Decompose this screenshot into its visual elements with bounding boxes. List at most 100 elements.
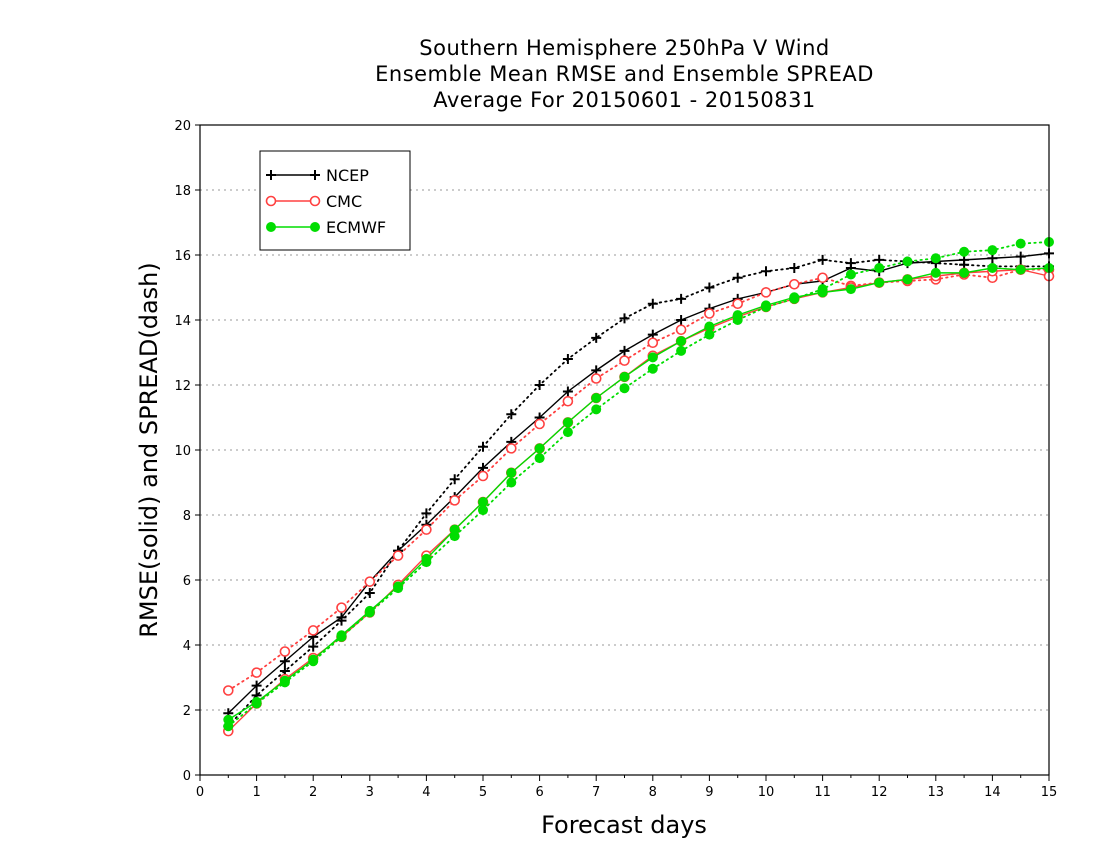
cmc-spread-point xyxy=(336,602,347,613)
legend-marker xyxy=(266,222,276,232)
ncep-rmse-point xyxy=(619,345,630,356)
y-tick-label: 2 xyxy=(183,704,191,719)
series-ecmwf-rmse xyxy=(223,263,1054,725)
ecmwf-spread-point xyxy=(987,245,998,256)
cmc-spread-point xyxy=(223,685,234,696)
ecmwf-spread-point xyxy=(591,404,602,415)
series-ncep-rmse xyxy=(223,248,1054,719)
ncep-spread-point xyxy=(562,354,573,364)
ecmwf-spread-point xyxy=(930,253,941,264)
legend-marker xyxy=(310,222,320,232)
cmc-spread-point xyxy=(760,287,772,298)
ecmwf-spread-point xyxy=(1015,238,1026,249)
y-tick-label: 10 xyxy=(174,444,191,459)
ecmwf-rmse-point xyxy=(393,581,404,592)
cmc-spread-point xyxy=(279,646,291,657)
cmc-spread-point xyxy=(732,298,744,310)
y-axis-label: RMSE(solid) and SPREAD(dash) xyxy=(135,262,163,638)
ecmwf-rmse-point xyxy=(647,352,658,363)
ecmwf-rmse-line xyxy=(227,267,1050,721)
x-axis-label: Forecast days xyxy=(541,811,707,839)
cmc-spread-point xyxy=(534,418,545,430)
legend-marker xyxy=(265,195,277,207)
y-tick-label: 8 xyxy=(183,509,191,524)
ncep-spread-point xyxy=(506,409,517,420)
x-tick-label: 3 xyxy=(366,785,374,800)
x-tick-label: 9 xyxy=(705,785,713,800)
cmc-rmse-line xyxy=(227,268,1050,732)
ecmwf-rmse-point xyxy=(364,605,375,616)
ecmwf-spread-point xyxy=(845,269,856,280)
x-tick-label: 11 xyxy=(814,785,831,800)
cmc-spread-line xyxy=(227,268,1050,692)
ncep-spread-point xyxy=(421,508,432,519)
cmc-spread-point xyxy=(619,355,630,366)
x-tick-label: 13 xyxy=(928,785,945,800)
ncep-spread-point xyxy=(761,266,771,277)
cmc-spread-point xyxy=(251,667,262,678)
ecmwf-rmse-point xyxy=(308,654,319,665)
x-tick-label: 7 xyxy=(592,785,600,800)
legend-marker xyxy=(309,195,321,207)
cmc-spread-point xyxy=(562,395,574,407)
cmc-spread-point xyxy=(817,272,828,284)
ecmwf-spread-line xyxy=(227,241,1050,728)
ecmwf-rmse-point xyxy=(449,524,460,535)
series-cmc-rmse xyxy=(223,264,1055,737)
ncep-rmse-point xyxy=(251,680,262,691)
ncep-rmse-point xyxy=(562,386,573,397)
x-tick-label: 0 xyxy=(196,785,204,800)
x-tick-label: 1 xyxy=(252,785,260,800)
x-tick-label: 6 xyxy=(535,785,543,800)
ecmwf-spread-point xyxy=(902,256,913,267)
x-tick-label: 15 xyxy=(1041,785,1058,800)
ecmwf-rmse-point xyxy=(902,274,913,285)
series-ncep-spread xyxy=(223,254,1054,732)
cmc-spread-point xyxy=(421,524,432,535)
ecmwf-spread-point xyxy=(534,453,545,464)
ecmwf-rmse-point xyxy=(506,467,517,478)
ecmwf-rmse-point xyxy=(279,675,290,686)
ecmwf-spread-point xyxy=(676,345,687,356)
legend-label: ECMWF xyxy=(326,218,386,237)
ncep-spread-point xyxy=(364,588,375,598)
cmc-spread-point xyxy=(477,470,489,482)
ncep-spread-point xyxy=(732,272,743,283)
x-tick-label: 8 xyxy=(649,785,657,800)
ecmwf-rmse-point xyxy=(930,267,941,278)
legend-label: NCEP xyxy=(326,166,369,185)
legend-item-ncep: NCEP xyxy=(266,166,369,185)
ncep-spread-point xyxy=(478,441,488,452)
cmc-spread-point xyxy=(505,443,517,454)
ecmwf-spread-point xyxy=(959,246,970,257)
ncep-spread-point xyxy=(789,263,800,273)
x-tick-label: 14 xyxy=(984,785,1001,800)
ncep-rmse-line xyxy=(227,252,1050,714)
ecmwf-rmse-point xyxy=(817,287,828,298)
ecmwf-rmse-point xyxy=(874,277,885,288)
ecmwf-spread-point xyxy=(647,363,658,374)
ncep-spread-point xyxy=(647,298,658,309)
y-tick-label: 4 xyxy=(183,639,191,654)
ecmwf-rmse-point xyxy=(959,267,970,278)
y-tick-label: 18 xyxy=(174,184,191,199)
y-tick-label: 14 xyxy=(174,314,191,329)
series-layer xyxy=(223,237,1055,737)
ecmwf-rmse-point xyxy=(1015,264,1026,275)
x-tick-label: 10 xyxy=(758,785,775,800)
chart-title-line-2: Ensemble Mean RMSE and Ensemble SPREAD xyxy=(375,62,874,86)
legend-label: CMC xyxy=(326,192,362,211)
ecmwf-rmse-point xyxy=(591,393,602,403)
ncep-rmse-point xyxy=(336,612,347,623)
ecmwf-rmse-point xyxy=(421,553,432,564)
legend-marker xyxy=(266,170,276,180)
x-tick-label: 2 xyxy=(309,785,317,800)
ecmwf-spread-point xyxy=(562,427,573,438)
ncep-rmse-point xyxy=(279,656,290,667)
ecmwf-rmse-point xyxy=(223,714,234,725)
cmc-spread-point xyxy=(675,324,687,336)
ncep-rmse-point xyxy=(676,315,687,325)
y-tick-label: 20 xyxy=(174,119,191,134)
